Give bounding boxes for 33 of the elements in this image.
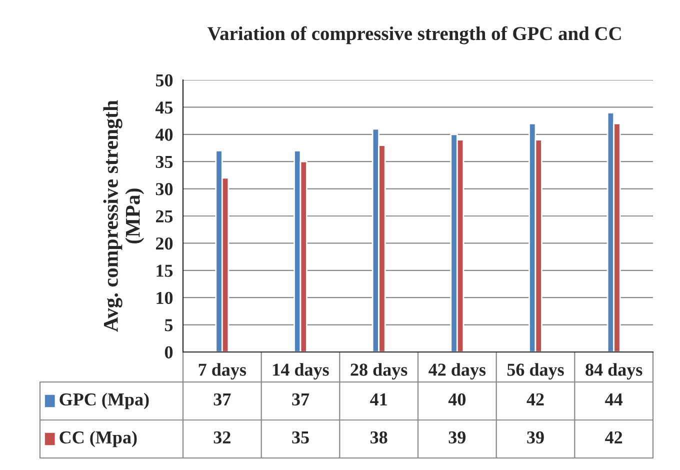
data-label: 37 [292,393,310,406]
y-tick-label: 40 [155,128,173,141]
data-label: 35 [292,431,309,444]
y-tick-label: 5 [164,319,173,332]
x-tick-label: 42 days [428,363,486,380]
x-tick-label: 84 days [586,363,642,380]
y-tick-label: 20 [156,237,173,250]
data-label: 40 [448,393,466,406]
data-label: 32 [214,431,230,444]
y-tick-label: 0 [164,346,173,358]
x-tick-label: 7 days [198,363,246,380]
y-tick-label: 45 [155,102,173,114]
data-label: 42 [526,393,544,406]
data-label: 38 [370,431,388,444]
data-label: 42 [605,431,622,444]
chart-title: Variation of compressive strength of GPC and CC [208,26,621,44]
y-axis-title: Avg. compressive strength (MPa) [103,100,144,332]
x-tick-label: 14 days [273,363,329,380]
data-label: 39 [527,431,544,444]
data-label: 37 [214,393,231,406]
x-tick-label: 56 days [507,363,564,380]
x-tick-label: 28 days [350,363,408,380]
y-tick-label: 25 [156,210,173,222]
legend-label: CC (Mpa) [60,430,137,448]
y-tick-label: 10 [156,292,173,304]
y-tick-label: 35 [156,156,173,168]
y-tick-label: 15 [156,264,173,277]
data-label: 44 [605,393,623,406]
data-label: 41 [370,393,387,406]
data-label: 39 [448,431,466,444]
legend-label: GPC (Mpa) [60,392,149,410]
y-tick-label: 50 [156,74,173,86]
y-tick-label: 30 [156,183,173,196]
